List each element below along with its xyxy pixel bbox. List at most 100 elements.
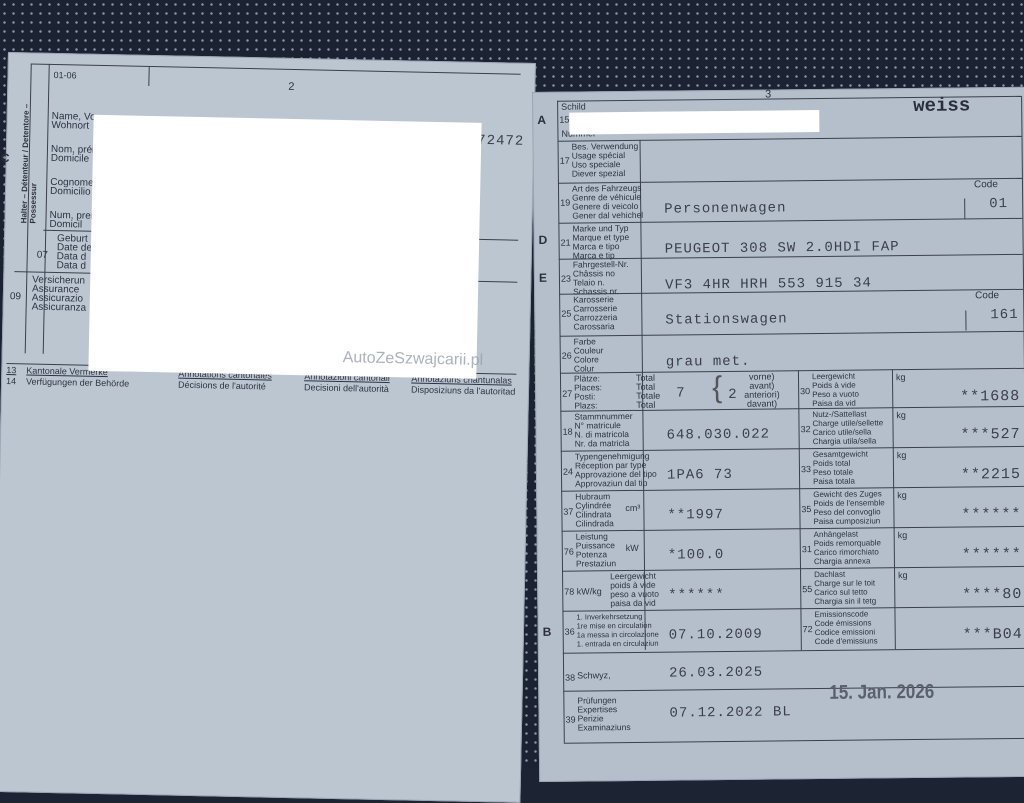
r26-label: Farbe Couleur Colore Colur (573, 336, 604, 374)
r27-front-label: vorne) avant) anteriori) davant) (744, 371, 780, 409)
brace-icon: { (711, 371, 723, 405)
r55-unit: kg (898, 570, 908, 581)
r25-value: Stationswagen (665, 311, 788, 329)
r76-value: *100.0 (667, 547, 725, 564)
r78-number: 78 kW/kg (564, 586, 602, 597)
r23-label: Fahrgestell-Nr. Châssis no Telaio n. Schass… (572, 258, 629, 297)
r33-number: 33 (800, 464, 812, 475)
r38-value: 26.03.2025 (669, 664, 764, 682)
r27-label: Plätze: Places: Posti: Plazs: (573, 373, 603, 411)
redaction (569, 109, 820, 135)
r37-unit: cm³ (625, 502, 641, 514)
r15-value: weiss (913, 94, 971, 118)
r31-value: ****** (961, 545, 1022, 564)
r24-label: Typengenehmigung Réception par type Approv… (574, 450, 657, 489)
r78-label: Leergewicht poids à vide peso a vuoto paisa… (610, 570, 660, 609)
r76-number: 76 (563, 546, 574, 557)
r76-unit: kW (625, 542, 639, 554)
r27-front-value: 2 (728, 386, 738, 403)
r25-label: Karosserie Carrosserie Carrozzeria Carossar… (573, 294, 618, 332)
r17-label: Bes. Verwendung Usage spécial Uso speciale… (571, 140, 639, 179)
r21-value: PEUGEOT 308 SW 2.0HDI FAP (664, 239, 900, 258)
r24-value: 1PA6 73 (666, 466, 733, 484)
r21-letter: D (538, 232, 548, 247)
r26-number: 26 (561, 350, 572, 361)
partial-number: 72472 (477, 132, 525, 150)
r37-number: 37 (563, 506, 574, 517)
r19-label: Art des Fahrzeugs Genre de véhicule Genere… (571, 182, 644, 221)
r30-value: **1688 (960, 387, 1021, 406)
r18-label: Stammnummer N° matricule N. di matricola Nr… (574, 410, 633, 449)
r55-number: 55 (802, 584, 813, 595)
r72-label: Emissionscode Code émissions Codice emissi… (814, 609, 878, 647)
r37-value: **1997 (667, 507, 724, 524)
r32-unit: kg (896, 410, 906, 421)
r23-value: VF3 4HR HRH 553 915 34 (664, 275, 872, 294)
r31-number: 31 (801, 544, 812, 555)
r36-value: 07.10.2009 (668, 626, 763, 644)
r36-number: 36 (564, 626, 575, 637)
r30-label: Leergewicht Poids à vide Peso a vuoto Paisa… (811, 371, 859, 409)
r26-value: grau met. (665, 353, 751, 371)
form-code: 01-06 (53, 69, 77, 81)
r32-value: ***527 (960, 425, 1021, 444)
r36-letter: B (542, 624, 552, 639)
r33-unit: kg (896, 450, 907, 461)
r27-value: 7 (676, 385, 686, 402)
r35-number: 35 (801, 504, 812, 515)
r32-label: Nutz-/Sattellast Charge utile/sellette Car… (812, 409, 884, 447)
birth-num: 07 (36, 249, 48, 261)
r33-value: **2215 (960, 465, 1022, 484)
r32-number: 32 (800, 424, 811, 435)
birth-labels: Geburt Date de Data d Data d (56, 233, 93, 272)
r19-code: 01 (989, 196, 1009, 213)
r78-value: ****** (668, 587, 725, 604)
r18-number: 18 (562, 426, 573, 437)
r23-number: 23 (560, 273, 572, 284)
r31-unit: kg (897, 530, 908, 541)
insurance-labels: Versicherun Assurance Assicurazio Assicuran… (31, 274, 87, 314)
r38-number: 38 (565, 672, 576, 683)
r21-label: Marke und Typ Marque et type Marca e tipo M… (572, 222, 630, 261)
r38-label: Schwyz, (577, 670, 611, 681)
r15-letter: A (537, 112, 547, 127)
r31-label: Anhängelast Poids remorquable Carico rimor… (813, 529, 881, 567)
r39-number: 39 (565, 714, 576, 725)
r25-number: 25 (561, 308, 572, 319)
r30-unit: kg (895, 372, 906, 383)
redaction (88, 114, 482, 379)
r25-code: 161 (990, 306, 1019, 324)
r27-total-label: Total Total Totale Total (635, 372, 661, 410)
left-page: 01-06 2 C Halter – Détenteur / Detentore… (0, 52, 536, 803)
r72-value: ***B04 (962, 625, 1023, 644)
r76-label: Leistung Puissance Potenza Prestaziun (575, 531, 617, 569)
r30-number: 30 (800, 386, 811, 397)
r17-number: 17 (559, 155, 570, 166)
r72-number: 72 (802, 624, 813, 635)
r37-label: Hubraum Cylindrée Cilindrata Cilindrada (575, 491, 614, 529)
r35-value: ****** (961, 505, 1022, 524)
r19-number: 19 (560, 197, 571, 208)
r27-number: 27 (562, 388, 573, 399)
r35-unit: kg (897, 490, 907, 501)
right-page: 3 A15SchildNummerweiss17Bes. VerwendungU… (532, 86, 1024, 782)
r36-label: 1. Inverkehrsetzung 1re mise en circulati… (576, 611, 659, 649)
watermark: AutoZeSzwajcarii.pl (342, 349, 484, 370)
insurance-num: 09 (9, 291, 22, 303)
inspection-stamp: 15. Jan. 2026 (829, 680, 935, 704)
r24-number: 24 (562, 466, 574, 477)
r35-label: Gewicht des Zuges Poids de l'ensemble Peso… (813, 489, 885, 527)
r19-value: Personenwagen (664, 200, 787, 218)
r21-number: 21 (560, 237, 571, 248)
r39-label: Prüfungen Expertises Perizie Examinaziuns (577, 695, 631, 733)
r39-value: 07.12.2022 BL (669, 704, 792, 722)
r55-value: ****80 (962, 585, 1023, 604)
holder-label: Halter – Détenteur / Detentore – Possess… (19, 103, 39, 224)
r18-value: 648.030.022 (666, 426, 771, 444)
r33-label: Gesamtgewicht Poids total Peso totale Paisa… (812, 449, 868, 487)
r55-label: Dachlast Charge sur le toit Carico sul tet… (814, 569, 877, 607)
r19-code-label: Code (973, 179, 998, 191)
r23-letter: E (538, 270, 548, 285)
r25-code-label: Code (975, 290, 1000, 302)
section-letter: C (0, 150, 10, 166)
